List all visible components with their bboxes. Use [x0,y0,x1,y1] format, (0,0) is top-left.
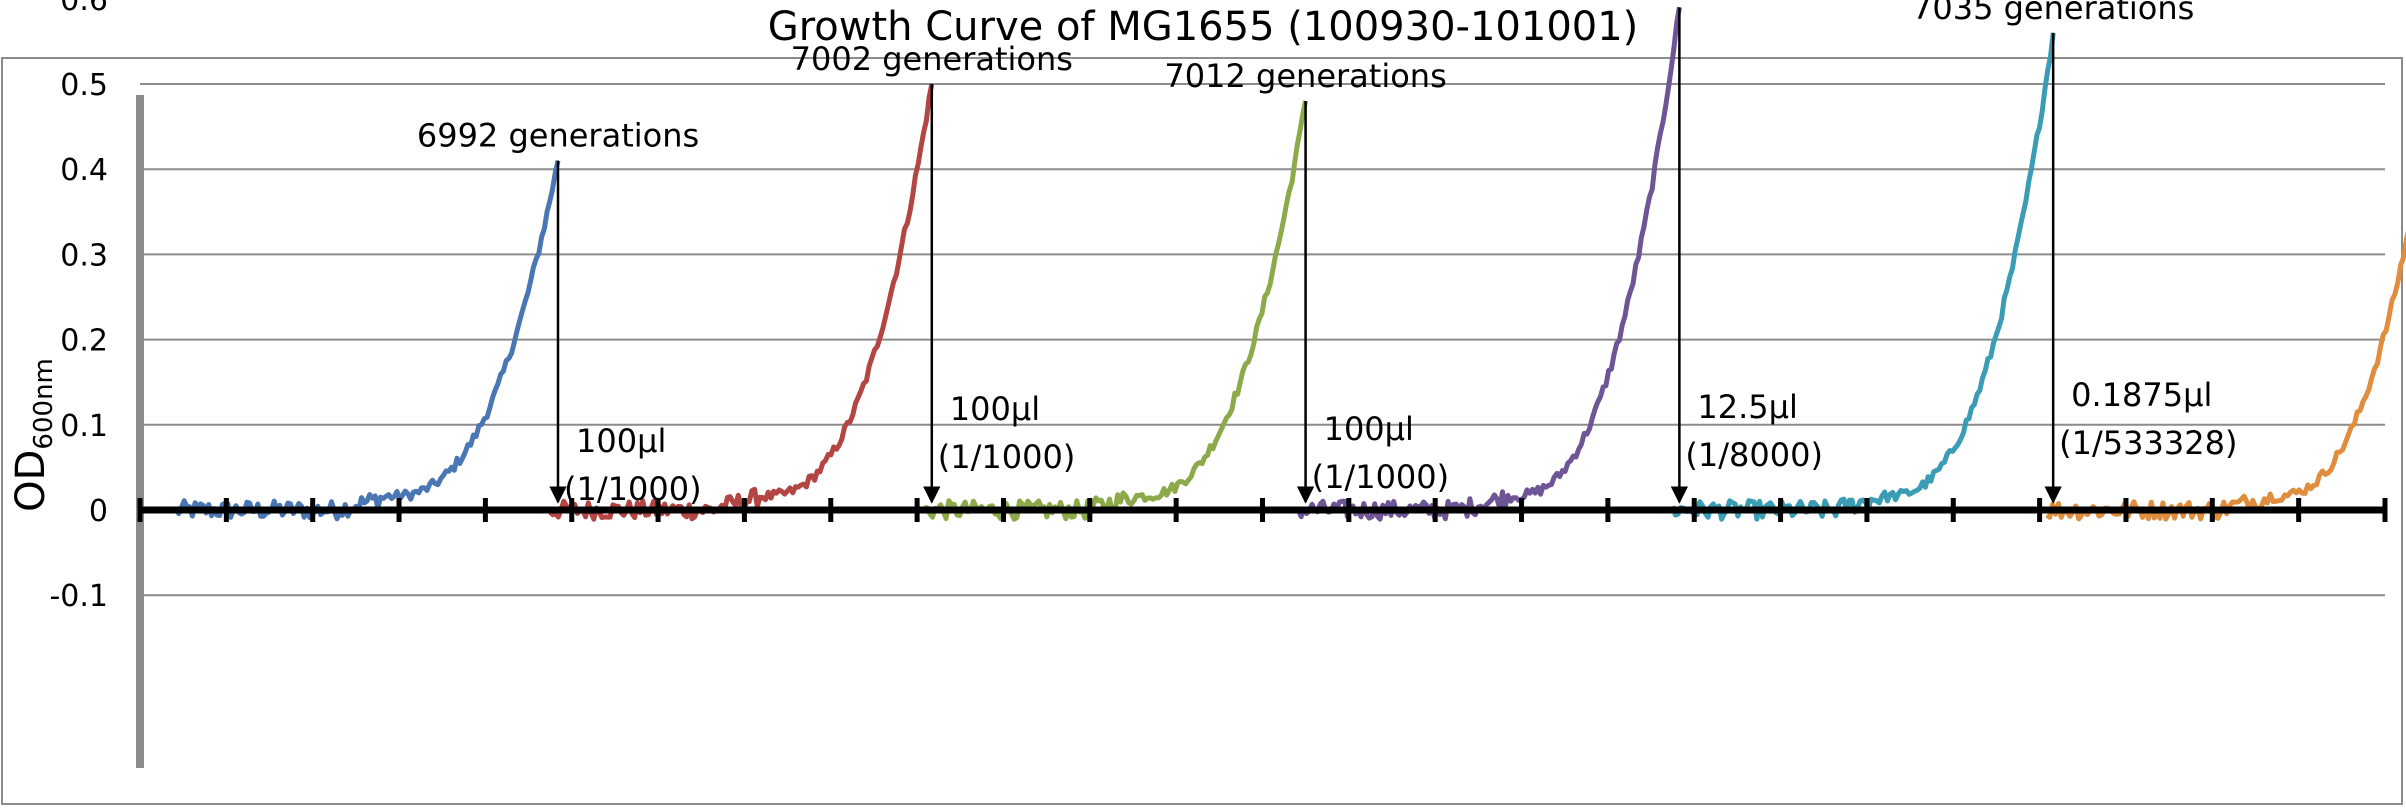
transfer-volume-label: 12.5μl [1697,388,1798,426]
y-tick-labels: -0.1 0 0.1 0.2 0.3 0.4 0.5 0.6 [49,0,108,614]
annotations: 6992 generations 100μl (1/1000) 7002 genera… [417,0,2238,508]
generation-label: 7035 generations [1912,0,2194,27]
y-tick-label: 0.3 [60,238,108,273]
generation-label: 7012 generations [1164,57,1446,95]
transfer-ratio-label: (1/533328) [2059,424,2237,462]
y-axis-label: OD600nm [8,358,59,512]
y-tick-label: 0 [89,494,108,529]
transfer-volume-label: 100μl [950,390,1040,428]
generation-label: 6992 generations [417,117,699,155]
transfer-ratio-label: (1/1000) [938,438,1076,476]
zero-axis [137,498,2388,522]
chart-title: Growth Curve of MG1655 (100930-101001) [767,4,1639,50]
transfer-volume-label: 100μl [576,422,666,460]
y-tick-label: 0.5 [60,68,108,103]
y-tick-label: 0.2 [60,324,108,359]
transfer-volume-label: 100μl [1324,410,1414,448]
y-tick-label: -0.1 [49,579,108,614]
y-tick-label: 0.4 [60,153,108,188]
chart-border [1,57,2403,805]
generation-label: 7022 generations [1538,0,1820,1]
series-line [548,83,935,522]
y-tick-label: 0.6 [60,0,108,18]
transfer-ratio-label: (1/1000) [564,470,702,508]
transfer-volume-label: 0.1875μl [2071,376,2212,414]
y-tick-label: 0.1 [60,409,108,444]
generation-label: 7002 generations [791,40,1073,78]
transfer-ratio-label: (1/8000) [1685,436,1823,474]
transfer-ratio-label: (1/1000) [1312,458,1450,496]
